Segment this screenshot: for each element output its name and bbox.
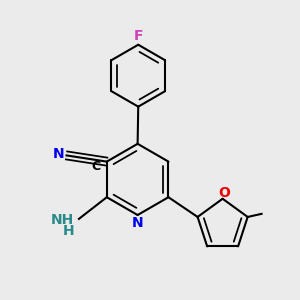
Text: H: H bbox=[63, 224, 74, 238]
Text: N: N bbox=[53, 148, 64, 161]
Text: O: O bbox=[218, 186, 230, 200]
Text: N: N bbox=[132, 216, 143, 230]
Text: C: C bbox=[92, 160, 100, 173]
Text: F: F bbox=[134, 29, 143, 43]
Text: NH: NH bbox=[51, 213, 74, 227]
